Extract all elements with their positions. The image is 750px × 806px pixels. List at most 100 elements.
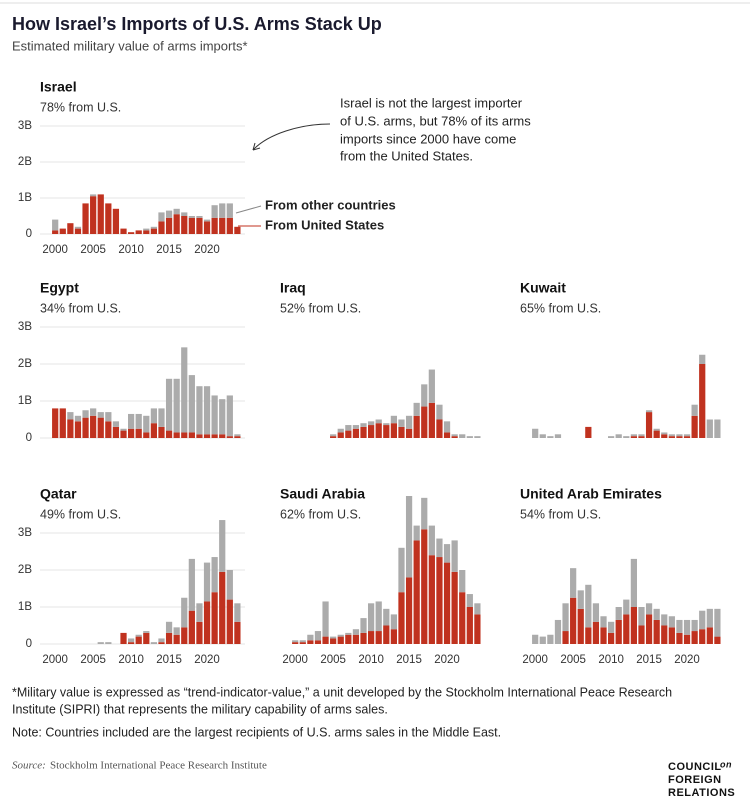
annotation-arrow bbox=[252, 123, 331, 151]
bar-segment bbox=[345, 430, 352, 438]
bar-segment bbox=[714, 636, 721, 644]
bar-segment bbox=[82, 417, 89, 438]
bar-segment bbox=[390, 629, 398, 644]
bar-segment bbox=[421, 529, 428, 644]
bar-segment bbox=[421, 384, 428, 407]
bar-segment bbox=[226, 570, 233, 600]
bar-segment bbox=[653, 619, 660, 644]
x-tick-label: 2020 bbox=[194, 244, 220, 256]
bar-segment bbox=[203, 219, 211, 222]
bar-segment bbox=[158, 408, 165, 427]
bar-segment bbox=[661, 625, 668, 644]
bar-segment bbox=[367, 425, 375, 438]
bar-segment bbox=[699, 364, 706, 438]
bar-segment bbox=[459, 592, 466, 644]
bar-segment bbox=[532, 634, 539, 644]
bar-segment bbox=[607, 621, 615, 633]
bar-segment bbox=[226, 217, 233, 234]
bar-segment bbox=[203, 221, 211, 234]
bar-segment bbox=[436, 557, 443, 644]
bar-segment bbox=[570, 597, 577, 644]
bar-segment bbox=[322, 636, 329, 644]
bar-segment bbox=[219, 217, 226, 234]
bar-segment bbox=[150, 228, 158, 234]
x-tick-label: 2015 bbox=[396, 654, 422, 666]
bar-segment bbox=[600, 616, 607, 628]
bar-segment bbox=[352, 634, 360, 644]
bar-segment bbox=[592, 603, 600, 622]
bar-segment bbox=[90, 408, 97, 416]
y-tick-label: 3B bbox=[18, 120, 32, 132]
bar-segment bbox=[143, 631, 150, 633]
bar-segment bbox=[668, 434, 675, 437]
bar-segment bbox=[135, 428, 142, 438]
bar-segment bbox=[188, 432, 195, 438]
bar-segment bbox=[459, 434, 466, 438]
x-tick-label: 2015 bbox=[156, 244, 182, 256]
bar-segment bbox=[706, 419, 713, 438]
logo: COUNCIL bbox=[668, 761, 722, 773]
bar-segment bbox=[443, 562, 451, 644]
x-tick-label: 2015 bbox=[636, 654, 662, 666]
x-tick-label: 2020 bbox=[194, 654, 220, 666]
bar-segment bbox=[405, 496, 413, 578]
bar-segment bbox=[292, 640, 299, 643]
bar-segment bbox=[330, 436, 337, 438]
bar-segment bbox=[314, 631, 322, 641]
bar-segment bbox=[436, 538, 443, 558]
bar-segment bbox=[112, 426, 120, 438]
annotation: imports since 2000 have come bbox=[340, 131, 516, 146]
bar-segment bbox=[554, 619, 562, 644]
bar-segment bbox=[150, 423, 158, 438]
bar-segment bbox=[219, 520, 226, 572]
bar-segment bbox=[653, 430, 660, 438]
x-tick-label: 2000 bbox=[522, 654, 548, 666]
bar-segment bbox=[645, 410, 653, 413]
bar-segment bbox=[181, 347, 188, 433]
panel-subtitle: 34% from U.S. bbox=[40, 301, 121, 315]
bar-segment bbox=[158, 212, 165, 222]
bar-segment bbox=[547, 436, 554, 438]
bar-segment bbox=[360, 423, 367, 427]
bar-segment bbox=[52, 219, 59, 231]
annotation: of U.S. arms, but 78% of its arms bbox=[340, 113, 531, 128]
bar-segment bbox=[683, 434, 691, 437]
x-tick-label: 2020 bbox=[434, 654, 460, 666]
bar-segment bbox=[375, 601, 382, 632]
legend-connector bbox=[235, 205, 262, 214]
bar-segment bbox=[67, 412, 74, 420]
bar-segment bbox=[352, 428, 360, 438]
bar-segment bbox=[59, 228, 66, 234]
bar-segment bbox=[714, 419, 721, 438]
bar-segment bbox=[196, 217, 203, 234]
bar-segment bbox=[390, 415, 398, 424]
bar-segment bbox=[691, 404, 698, 416]
bar-segment bbox=[577, 608, 584, 644]
bar-segment bbox=[428, 555, 435, 644]
bar-segment bbox=[585, 584, 592, 628]
bar-segment bbox=[375, 423, 382, 438]
bar-segment bbox=[158, 426, 165, 438]
bar-segment bbox=[367, 631, 375, 644]
bar-segment bbox=[165, 210, 173, 218]
bar-segment bbox=[367, 421, 375, 426]
bar-segment bbox=[390, 614, 398, 630]
bar-segment bbox=[203, 386, 211, 435]
bar-segment bbox=[676, 632, 683, 644]
bar-segment bbox=[127, 638, 135, 643]
bar-segment bbox=[173, 634, 180, 644]
bar-segment bbox=[120, 428, 127, 431]
bar-segment bbox=[352, 425, 360, 429]
bar-segment bbox=[127, 428, 135, 438]
bar-segment bbox=[691, 619, 698, 632]
bar-segment bbox=[59, 408, 66, 438]
bar-segment bbox=[474, 603, 481, 615]
bar-segment bbox=[398, 426, 405, 438]
bar-segment bbox=[226, 436, 233, 438]
bar-segment bbox=[307, 634, 314, 641]
bar-segment bbox=[383, 608, 390, 626]
bar-segment bbox=[196, 386, 203, 435]
bar-segment bbox=[337, 432, 344, 438]
bar-segment bbox=[623, 614, 630, 644]
